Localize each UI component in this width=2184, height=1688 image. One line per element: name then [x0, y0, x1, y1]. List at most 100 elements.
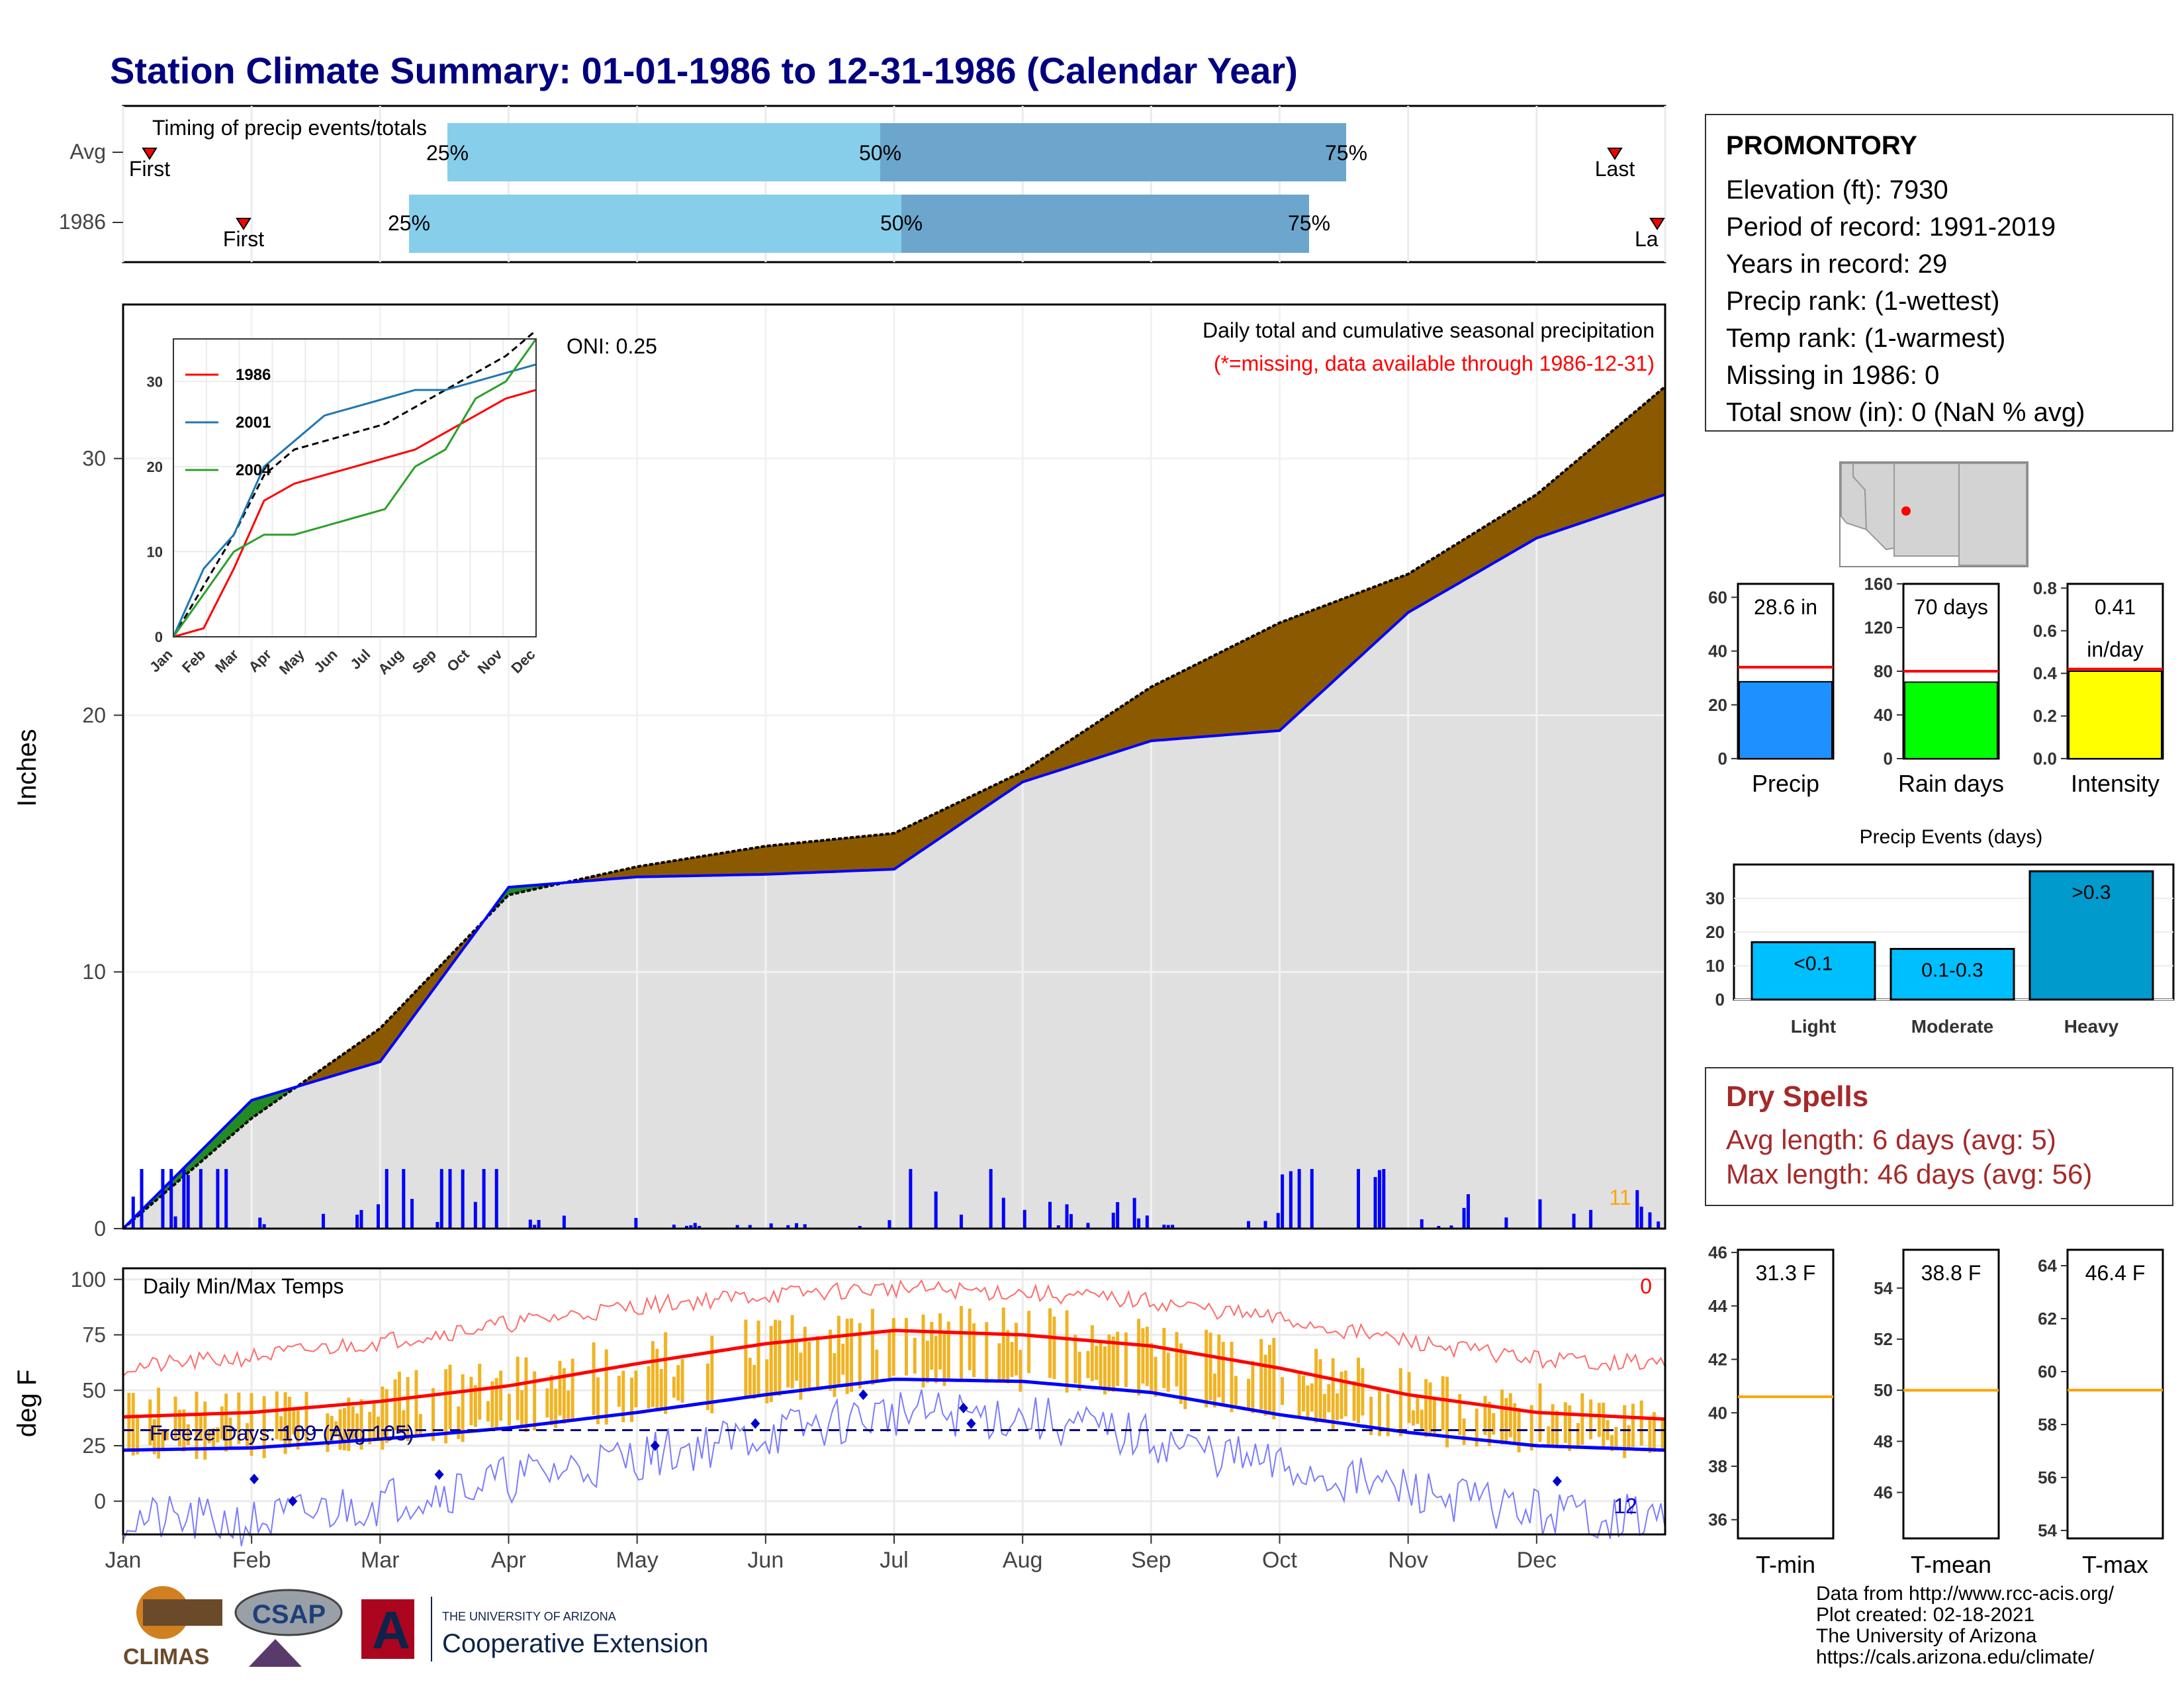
month-label: Sep [1131, 1548, 1171, 1573]
events-ytick-label: 0 [1715, 990, 1725, 1009]
precip-daily-bar [216, 1169, 220, 1229]
temp-summary-ytick-label: 62 [2038, 1309, 2057, 1329]
precip-surplus-segment [842, 837, 850, 872]
precip-daily-bar [1023, 1209, 1026, 1229]
inset-series-1986 [173, 389, 537, 638]
temp-daily-bar [148, 1399, 152, 1446]
events-x-label: Light [1791, 1016, 1836, 1037]
precip-surplus-segment [836, 838, 843, 872]
temp-daily-bar [997, 1343, 1001, 1382]
precip-daily-bar [439, 1169, 443, 1229]
precip-surplus-segment [688, 857, 696, 876]
precip-daily-bars [131, 1169, 1661, 1229]
precip-surplus-segment [662, 861, 670, 877]
svg-text:Cooperative Extension: Cooperative Extension [442, 1629, 708, 1658]
temp-daily-bar [1551, 1404, 1555, 1446]
precip-surplus-segment [1131, 694, 1139, 748]
temp-daily-bar [1361, 1368, 1365, 1416]
precip-surplus-segment [1394, 576, 1402, 626]
temp-daily-bar [875, 1349, 879, 1382]
temp-daily-bar [1441, 1376, 1445, 1430]
temp-daily-bar [765, 1359, 769, 1404]
precip-daily-bar [1056, 1225, 1060, 1229]
temp-daily-bar [1116, 1331, 1120, 1386]
temp-daily-bar [1331, 1358, 1335, 1430]
month-label: Dec [1517, 1548, 1557, 1573]
temp-daily-bar [224, 1393, 228, 1452]
month-label: Apr [491, 1548, 526, 1573]
temp-summary-ytick-label: 60 [2038, 1362, 2057, 1382]
summary-ytick-label: 120 [1864, 618, 1893, 637]
temp-ytick-label: 75 [82, 1323, 106, 1347]
precip-daily-bar [1357, 1169, 1360, 1229]
csap-logo: CSAP [234, 1589, 343, 1667]
timing-row-avg-label: Avg [69, 140, 106, 164]
precip-daily-bar [1263, 1221, 1267, 1229]
temp-summary-frame [1902, 1248, 2000, 1540]
precip-daily-bar [131, 1196, 135, 1229]
credits: Data from http://www.rcc-acis.org/ Plot … [1816, 1583, 2115, 1668]
summary-bar-charts: 0 20 40 60 28.6 in Precip 0 40 80 120 160 70 days Ra… [1708, 574, 2164, 797]
temp-daily-bar [1369, 1396, 1373, 1435]
temp-daily-bar [1420, 1409, 1424, 1431]
precip-surplus-segment [1446, 545, 1454, 591]
svg-text:CLIMAS: CLIMAS [123, 1644, 209, 1669]
precip-surplus-segment [694, 856, 702, 876]
summary-bar-label: Rain days [1898, 770, 2004, 797]
precip-surplus-segment [1388, 578, 1396, 632]
temp-daily-bar [1234, 1376, 1238, 1405]
temp-daily-bar [647, 1366, 651, 1409]
precip-surplus-segment [1652, 391, 1659, 500]
temp-daily-bar [444, 1369, 448, 1444]
month-label: May [616, 1548, 659, 1573]
temp-daily-bar [545, 1388, 549, 1418]
precip-surplus-segment [1298, 612, 1306, 714]
temp-daily-bar [1314, 1348, 1318, 1423]
precip-surplus-segment [1439, 549, 1447, 595]
temp-daily-bar [1010, 1342, 1014, 1378]
temp-summary-charts: 36 38 40 42 44 46 31.3 F T-min 46 48 50 52 54 38.8 F T… [1708, 1243, 2164, 1578]
temp-daily-bar [1416, 1397, 1420, 1424]
precip-daily-bar [1166, 1225, 1170, 1229]
temp-daily-bar [680, 1358, 684, 1403]
dry-spells-box: Dry Spells Avg length: 6 days (avg: 5) M… [1705, 1067, 2173, 1206]
inset-ytick-label: 0 [155, 629, 163, 645]
precip-surplus-segment [1144, 686, 1152, 744]
temp-daily-bar [524, 1357, 528, 1432]
precip-surplus-segment [893, 829, 901, 870]
precip-surplus-segment [1549, 477, 1557, 534]
events-bar-Light [1751, 941, 1876, 1001]
precip-surplus-segment [1632, 407, 1640, 506]
temp-daily-bar [1175, 1332, 1179, 1387]
precip-surplus-segment [1324, 602, 1332, 690]
temp-daily-bar [326, 1413, 330, 1452]
location-map [1839, 461, 2028, 567]
temp-daily-bar [1027, 1311, 1031, 1374]
temp-ytick-label: 50 [82, 1378, 106, 1402]
temp-ylabel: deg F [13, 1370, 42, 1437]
precip-daily-bar [199, 1169, 203, 1229]
precip-surplus-segment [752, 847, 760, 875]
temp-daily-bar [1111, 1336, 1115, 1392]
temp-daily-bar [807, 1341, 811, 1392]
temp-daily-bar [845, 1319, 849, 1394]
temp-daily-bar [705, 1363, 709, 1411]
temp-daily-bar [672, 1376, 676, 1398]
precip-daily-bar [672, 1225, 676, 1229]
temp-daily-bar [432, 1387, 435, 1441]
temp-daily-bar [596, 1377, 600, 1425]
precip-daily-bar [693, 1223, 697, 1229]
temp-daily-bar [790, 1315, 794, 1389]
precip-cum-line [122, 493, 1666, 1230]
temp-daily-bar [748, 1358, 752, 1397]
events-bar-Heavy [2028, 870, 2154, 1001]
inset-legend-label: 2004 [236, 461, 271, 479]
temp-daily-bar [1154, 1356, 1158, 1397]
temp-daily-bar [1398, 1368, 1402, 1436]
precip-daily-bar [435, 1222, 439, 1229]
temp-daily-bar [1267, 1344, 1271, 1415]
page-title: Station Climate Summary: 01-01-1986 to 1… [110, 50, 1298, 91]
summary-ytick-label: 40 [1708, 641, 1727, 661]
temp-record-marker [434, 1469, 444, 1480]
